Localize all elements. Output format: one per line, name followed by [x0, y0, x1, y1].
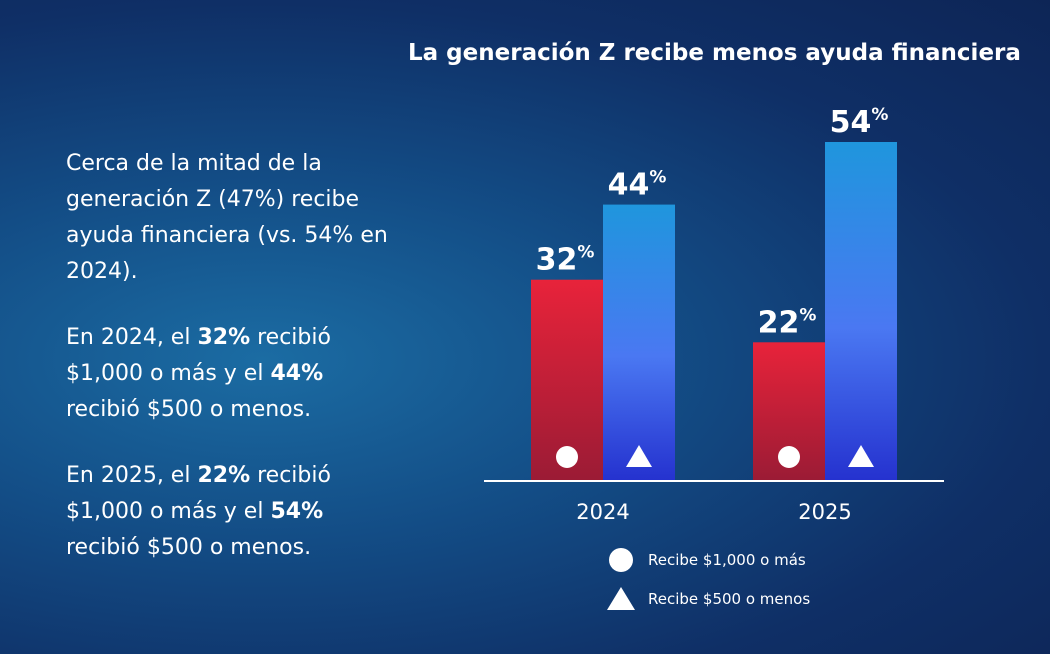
legend-label: Recibe $1,000 o más	[648, 551, 806, 569]
value-label: 32%	[536, 243, 595, 278]
bar-2025-under-500	[825, 142, 897, 480]
detail-paragraph-2024: En 2024, el 32% recibió $1,000 o más y e…	[66, 320, 396, 428]
detail-2024-run-0: En 2024, el	[66, 325, 198, 350]
bar-2024-under-500	[603, 204, 675, 480]
triangle-marker-icon	[626, 445, 652, 467]
detail-2024-run-1: 32%	[197, 325, 251, 350]
x-tick-label: 2025	[798, 500, 851, 524]
circle-marker-icon	[778, 446, 800, 468]
detail-2024-run-2: recibió $1,000 o más y el	[66, 325, 331, 386]
value-label: 44%	[608, 168, 667, 203]
detail-2025-run-3: 54%	[270, 499, 324, 524]
legend-triangle-icon	[607, 587, 635, 610]
detail-2024-run-4: recibió $500 o menos.	[66, 397, 312, 422]
detail-2025-run-0: En 2025, el	[66, 463, 198, 488]
detail-2025-run-1: 22%	[197, 463, 251, 488]
detail-paragraph-2025: En 2025, el 22% recibió $1,000 o más y e…	[66, 458, 396, 566]
chart-title: La generación Z recibe menos ayuda finan…	[408, 40, 1021, 66]
legend-circle-icon	[609, 548, 633, 572]
legend-label: Recibe $500 o menos	[648, 590, 810, 608]
detail-2025-run-2: recibió $1,000 o más y el	[66, 463, 331, 524]
value-label: 22%	[758, 305, 817, 340]
x-tick-label: 2024	[576, 500, 629, 524]
detail-2025-run-4: recibió $500 o menos.	[66, 535, 312, 560]
detail-2024-run-3: 44%	[270, 361, 324, 386]
triangle-marker-icon	[848, 445, 874, 467]
value-label: 54%	[830, 105, 889, 140]
circle-marker-icon	[556, 446, 578, 468]
summary-paragraph: Cerca de la mitad de la generación Z (47…	[66, 151, 388, 284]
